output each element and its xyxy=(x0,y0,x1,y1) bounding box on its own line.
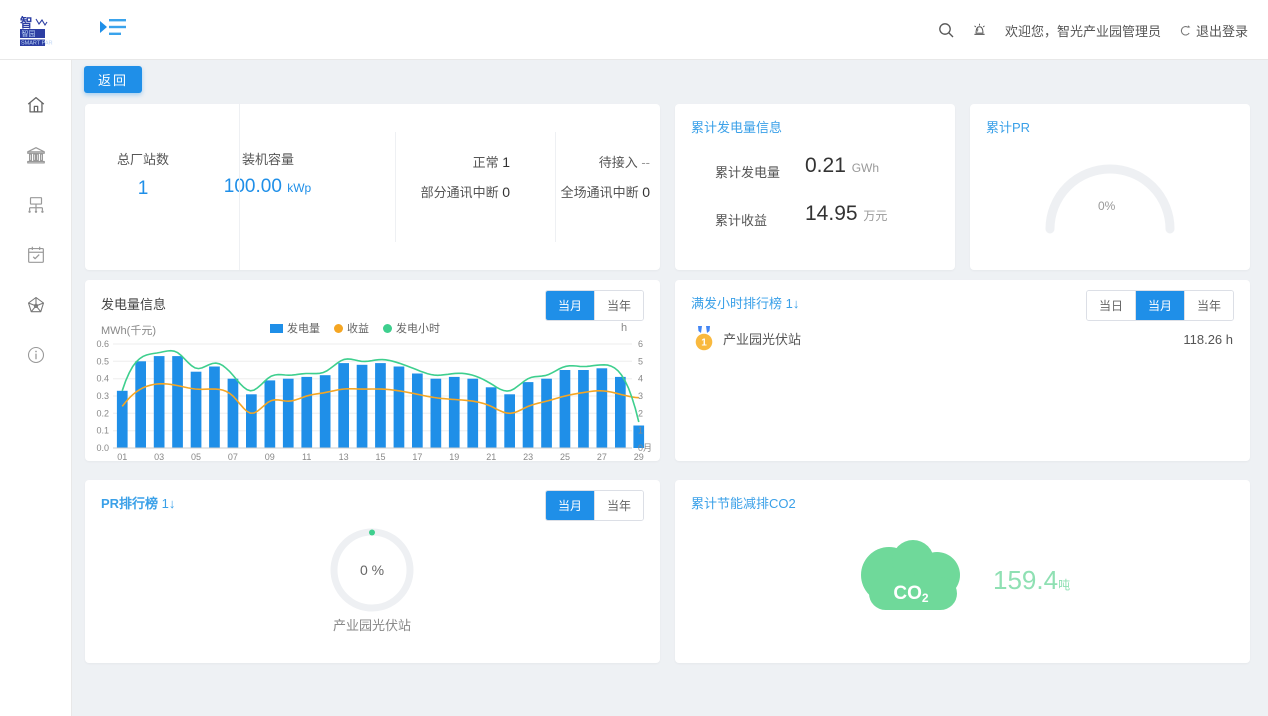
svg-text:5: 5 xyxy=(638,356,643,366)
svg-text:0.0: 0.0 xyxy=(96,443,109,453)
svg-text:29: 29 xyxy=(634,452,644,462)
svg-text:03: 03 xyxy=(154,452,164,462)
svg-text:0.1: 0.1 xyxy=(96,426,109,436)
svg-text:4: 4 xyxy=(638,374,643,384)
svg-text:01: 01 xyxy=(117,452,127,462)
svg-text:25: 25 xyxy=(560,452,570,462)
svg-text:2: 2 xyxy=(638,408,643,418)
svg-text:11: 11 xyxy=(302,452,311,462)
svg-text:6: 6 xyxy=(638,339,643,349)
svg-text:07: 07 xyxy=(228,452,238,462)
svg-text:21: 21 xyxy=(486,452,496,462)
svg-text:13: 13 xyxy=(339,452,349,462)
svg-text:05: 05 xyxy=(191,452,201,462)
svg-text:17: 17 xyxy=(412,452,422,462)
svg-text:0.2: 0.2 xyxy=(96,408,109,418)
svg-text:0.6: 0.6 xyxy=(96,339,109,349)
svg-text:1: 1 xyxy=(701,338,707,349)
svg-text:0.5: 0.5 xyxy=(96,356,109,366)
svg-text:智园: 智园 xyxy=(22,29,36,38)
svg-text:0.3: 0.3 xyxy=(96,391,109,401)
svg-text:3: 3 xyxy=(638,391,643,401)
svg-text:15: 15 xyxy=(375,452,385,462)
svg-text:0.4: 0.4 xyxy=(96,374,109,384)
svg-text:09: 09 xyxy=(265,452,275,462)
svg-text:智: 智 xyxy=(19,15,33,30)
svg-text:SMART PARK: SMART PARK xyxy=(21,40,53,46)
svg-text:1: 1 xyxy=(638,426,643,436)
svg-text:23: 23 xyxy=(523,452,533,462)
svg-text:27: 27 xyxy=(597,452,607,462)
svg-text:19: 19 xyxy=(449,452,459,462)
